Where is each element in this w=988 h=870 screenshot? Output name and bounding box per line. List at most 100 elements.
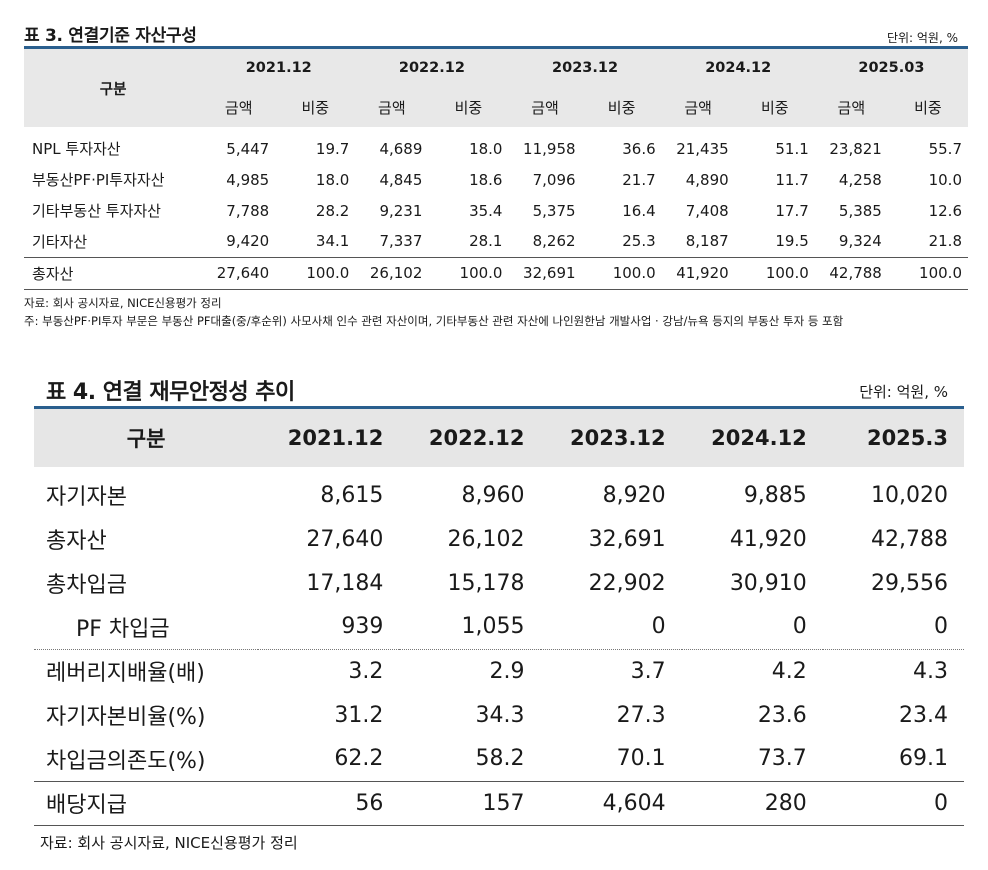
financial-stability-table: 구분 2021.12 2022.12 2023.12 2024.12 2025.… [34,409,964,826]
ratio-cell: 18.0 [315,170,350,189]
table-row: PF 차입금 939 1,055 0 0 0 [34,605,964,650]
table4-body: 자기자본 8,615 8,960 8,920 9,885 10,020 총자산 27,640 2… [34,467,964,826]
table4-title-row: 표 4. 연결 재무안정성 추이 단위: 억원, % [34,368,964,406]
value-cell: 0 [822,780,964,826]
ratio-cell: 100.0 [734,256,815,289]
amount-cell: 11,958 [523,139,576,158]
table-row: 부동산PF·PI투자자산 4,985 18.0 4,845 18.6 7,096 21.7 4… [24,164,968,195]
ratio-cell: 100.0 [887,256,968,289]
row-label: 총자산 [24,256,203,289]
table3-ratio-header: 비중 [887,87,968,127]
ratio-cell: 100.0 [581,256,662,289]
row-label: NPL 투자자산 [32,140,121,158]
row-label: 부동산PF·PI투자자산 [32,171,165,189]
amount-cell: 7,337 [379,232,423,251]
amount-cell: 4,258 [838,170,882,189]
table-row: 레버리지배율(배) 3.2 2.9 3.7 4.2 4.3 [34,649,964,693]
table3-amount-header: 금액 [814,87,888,127]
table3-ratio-header: 비중 [581,87,662,127]
amount-cell: 4,845 [379,170,423,189]
value-cell: 58.2 [475,746,525,772]
value-cell: 27.3 [616,702,666,728]
table4-header-row: 구분 2021.12 2022.12 2023.12 2024.12 2025.… [34,409,964,467]
financial-stability-table-section: 표 4. 연결 재무안정성 추이 단위: 억원, % 구분 2021.12 20… [34,368,964,853]
table3-notes: 자료: 회사 공시자료, NICE신용평가 정리 주: 부동산PF·PI투자 부… [24,294,968,330]
amount-cell: 5,447 [226,139,270,158]
table3-period-header: 2025.03 [814,49,968,87]
ratio-cell: 25.3 [622,232,656,251]
value-cell: 8,960 [461,482,525,508]
amount-cell: 21,435 [676,139,729,158]
value-cell: 31.2 [334,702,384,728]
value-cell: 34.3 [475,702,525,728]
ratio-cell: 100.0 [275,256,356,289]
ratio-cell: 21.8 [928,232,962,251]
table-row: 배당지급 56 157 4,604 280 0 [34,780,964,826]
table-row: 총자산 27,640 26,102 32,691 41,920 42,788 [34,517,964,561]
amount-cell: 5,375 [532,201,576,220]
table4-header-label: 구분 [34,409,259,467]
value-cell: 23.6 [757,702,807,728]
ratio-cell: 51.1 [775,139,809,158]
row-label: 레버리지배율(배) [46,661,205,687]
value-cell: 70.1 [616,746,666,772]
value-cell: 4,604 [540,780,682,826]
table3-ratio-header: 비중 [734,87,815,127]
table3-period-header-row: 구분 2021.12 2022.12 2023.12 2024.12 2025.… [24,49,968,127]
table-row: 자기자본비율(%) 31.2 34.3 27.3 23.6 23.4 [34,693,964,737]
table-row: 자기자본 8,615 8,960 8,920 9,885 10,020 [34,467,964,517]
amount-cell: 27,640 [202,256,276,289]
amount-cell: 7,788 [226,201,270,220]
row-label: 기타부동산 투자자산 [32,202,161,220]
table3-unit: 단위: 억원, % [886,31,958,45]
table3-amount-header: 금액 [661,87,735,127]
value-cell: 62.2 [334,746,384,772]
row-label: 총차입금 [46,573,127,598]
table4-period-header: 2025.3 [822,409,964,467]
value-cell: 4.3 [913,658,948,684]
value-cell: 26,102 [447,526,525,552]
table3-title-row: 표 3. 연결기준 자산구성 단위: 억원, % [24,18,968,46]
table3-amount-header: 금액 [202,87,276,127]
ratio-cell: 35.4 [469,201,503,220]
amount-cell: 4,985 [226,170,270,189]
table4-period-header: 2024.12 [681,409,823,467]
ratio-cell: 10.0 [928,170,962,189]
value-cell: 73.7 [757,746,807,772]
table3-ratio-header: 비중 [428,87,509,127]
table3-body: NPL 투자자산 5,447 19.7 4,689 18.0 11,958 36.6 21,4… [24,127,968,289]
table3-title: 표 3. 연결기준 자산구성 [24,26,197,46]
table4-period-header: 2022.12 [399,409,541,467]
row-label: PF 차입금 [34,605,259,650]
table3-period-header: 2024.12 [661,49,815,87]
amount-cell: 9,231 [379,201,423,220]
value-cell: 29,556 [871,570,948,596]
value-cell: 4.2 [771,658,807,684]
ratio-cell: 12.6 [928,201,962,220]
ratio-cell: 18.0 [469,139,503,158]
value-cell: 56 [258,780,400,826]
amount-cell: 4,689 [379,139,423,158]
value-cell: 17,184 [306,570,384,596]
value-cell: 69.1 [899,746,948,772]
table4-period-header: 2021.12 [258,409,400,467]
value-cell: 1,055 [399,605,541,650]
amount-cell: 26,102 [355,256,429,289]
amount-cell: 8,187 [685,232,729,251]
ratio-cell: 19.5 [775,232,809,251]
table4-source: 자료: 회사 공시자료, NICE신용평가 정리 [40,833,298,852]
ratio-cell: 28.2 [315,201,350,220]
table-row: 차입금의존도(%) 62.2 58.2 70.1 73.7 69.1 [34,737,964,781]
table4-top-rule [34,406,964,409]
value-cell: 8,920 [602,482,666,508]
ratio-cell: 19.7 [315,139,350,158]
ratio-cell: 17.7 [775,201,809,220]
value-cell: 8,615 [320,482,384,508]
value-cell: 0 [822,605,964,650]
table3-sub-header-row: 금액 비중 금액 비중 금액 비중 금액 비중 금액 비중 [24,87,968,127]
table3-period-header: 2023.12 [508,49,662,87]
amount-cell: 32,691 [508,256,582,289]
amount-cell: 4,890 [685,170,729,189]
amount-cell: 41,920 [661,256,735,289]
amount-cell: 5,385 [838,201,882,220]
